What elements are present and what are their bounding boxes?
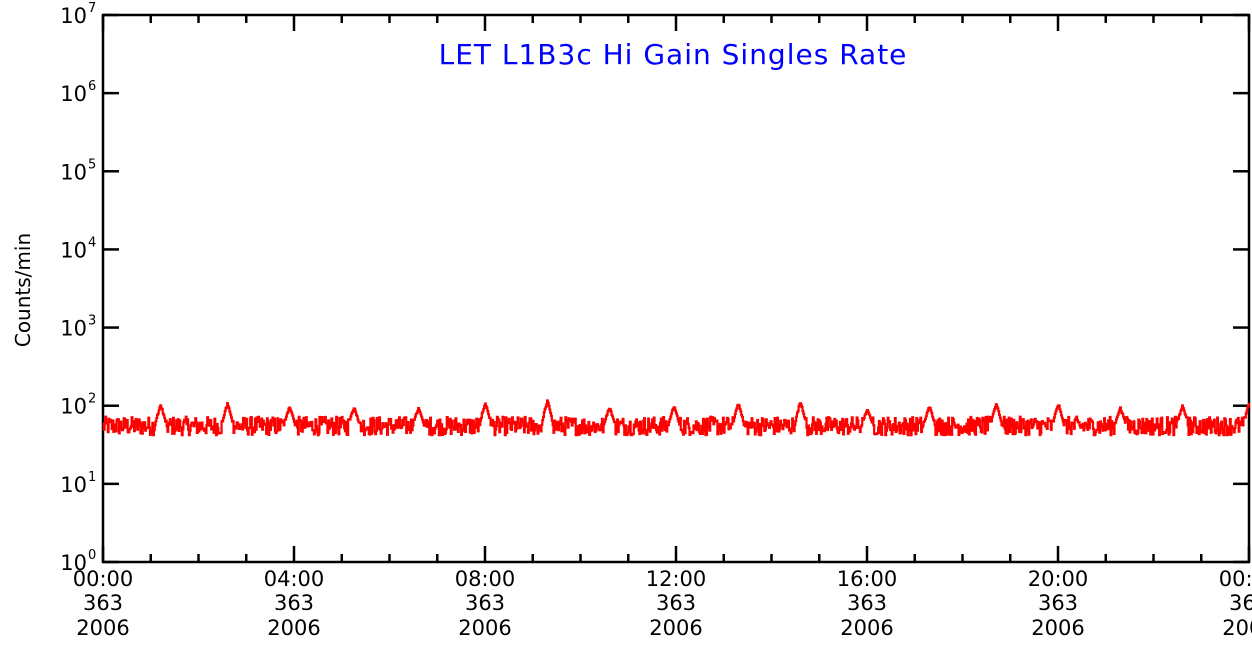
x-tick-label-year: 2006 bbox=[1222, 616, 1252, 640]
y-axis-label: Counts/min bbox=[11, 233, 35, 347]
y-tick-label-exponent: 4 bbox=[88, 235, 96, 250]
x-tick-label-doy: 363 bbox=[656, 591, 696, 615]
y-tick-label-exponent: 0 bbox=[88, 548, 96, 563]
x-tick-label-year: 2006 bbox=[649, 616, 702, 640]
x-tick-label-doy: 363 bbox=[465, 591, 505, 615]
x-tick-label-year: 2006 bbox=[458, 616, 511, 640]
x-tick-label-doy: 363 bbox=[1038, 591, 1078, 615]
y-tick-label-exponent: 5 bbox=[88, 157, 96, 172]
plot-frame bbox=[101, 13, 1251, 564]
x-tick-label-time: 00:00 bbox=[1219, 567, 1252, 591]
x-tick-label-time: 20:00 bbox=[1028, 567, 1089, 591]
series-line-counts-per-min bbox=[102, 399, 1251, 437]
x-tick-label-time: 12:00 bbox=[646, 567, 707, 591]
y-tick-label-exponent: 3 bbox=[88, 314, 96, 329]
x-tick-label-year: 2006 bbox=[267, 616, 320, 640]
y-tick-label-base: 10 bbox=[60, 551, 87, 575]
y-tick-label-base: 10 bbox=[60, 238, 87, 262]
plot-axes bbox=[101, 13, 1251, 564]
y-tick-label-exponent: 1 bbox=[88, 470, 96, 485]
x-tick-label-doy: 363 bbox=[274, 591, 314, 615]
y-tick-label-exponent: 6 bbox=[88, 79, 96, 94]
data-series bbox=[102, 399, 1251, 437]
x-tick-label-time: 16:00 bbox=[837, 567, 898, 591]
x-tick-label-time: 04:00 bbox=[264, 567, 325, 591]
x-tick-label-doy: 363 bbox=[847, 591, 887, 615]
x-tick-label-time: 00:00 bbox=[73, 567, 134, 591]
y-tick-label-base: 10 bbox=[60, 317, 87, 341]
y-tick-label-base: 10 bbox=[60, 395, 87, 419]
y-tick-label-exponent: 7 bbox=[88, 1, 96, 16]
x-tick-label-year: 2006 bbox=[1031, 616, 1084, 640]
x-tick-label-year: 2006 bbox=[76, 616, 129, 640]
y-tick-label-exponent: 2 bbox=[88, 392, 96, 407]
chart-title: LET L1B3c Hi Gain Singles Rate bbox=[439, 38, 908, 71]
x-tick-label-doy: 364 bbox=[1229, 591, 1252, 615]
x-tick-label-year: 2006 bbox=[840, 616, 893, 640]
x-tick-label-time: 08:00 bbox=[455, 567, 516, 591]
axis-ticks bbox=[101, 13, 1251, 564]
y-tick-label-base: 10 bbox=[60, 82, 87, 106]
y-tick-label-base: 10 bbox=[60, 160, 87, 184]
x-tick-label-doy: 363 bbox=[83, 591, 123, 615]
y-tick-label-base: 10 bbox=[60, 473, 87, 497]
y-tick-label-base: 10 bbox=[60, 4, 87, 28]
